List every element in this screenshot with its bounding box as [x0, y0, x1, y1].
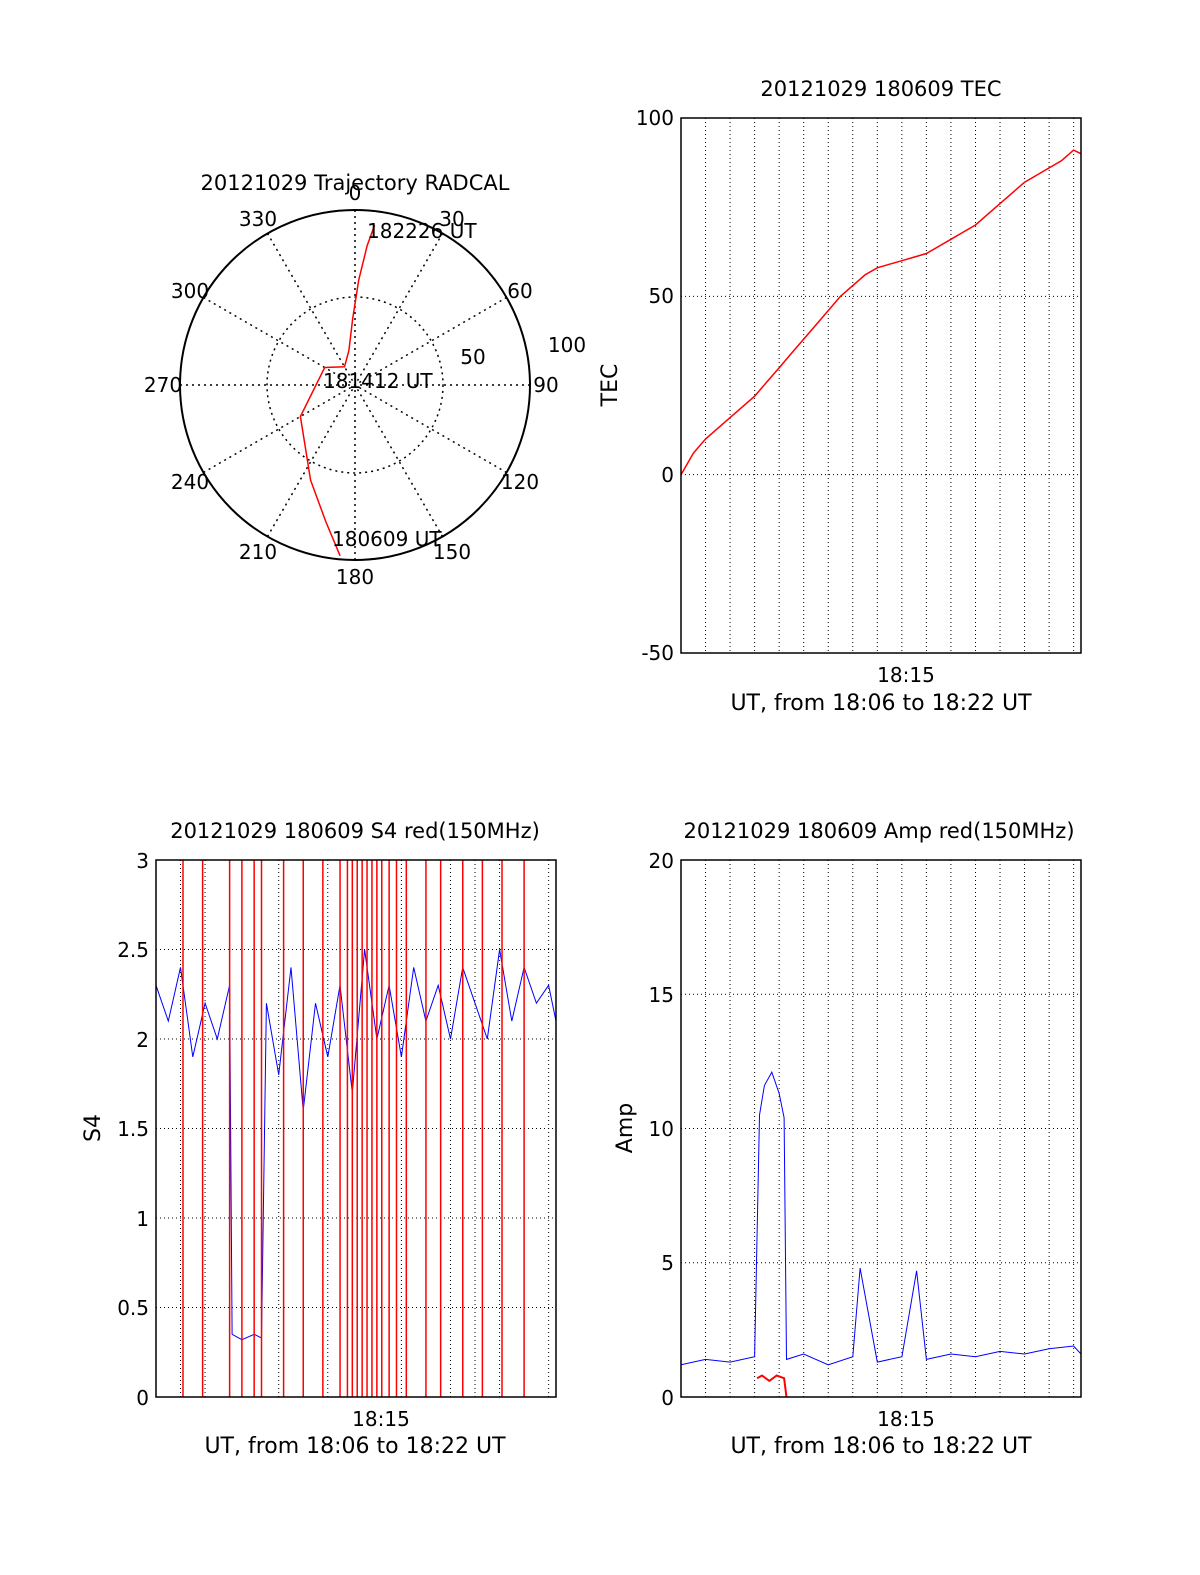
- polar-angle-label-120: 120: [501, 470, 539, 494]
- polar-angle-label-150: 150: [433, 540, 471, 564]
- polar-chart: 20121029 Trajectory RADCAL 0 30 60 90 12…: [144, 171, 586, 589]
- tec-grid: [681, 118, 1081, 653]
- amp-y-tick-label: 10: [649, 1117, 674, 1141]
- s4-x-tick-label: 18:15: [352, 1407, 410, 1431]
- amp-y-tick-label: 20: [649, 849, 674, 873]
- amp-x-tick-label: 18:15: [877, 1407, 935, 1431]
- amp-y-axis-label: Amp: [613, 1103, 638, 1153]
- polar-angle-label-0: 0: [349, 181, 362, 205]
- polar-angle-label-30: 30: [439, 207, 464, 231]
- amp-plot-frame: [680, 859, 1082, 1398]
- amp-y-tick-label: 15: [649, 983, 674, 1007]
- tec-chart-title: 20121029 180609 TEC: [760, 77, 1001, 101]
- polar-chart-title: 20121029 Trajectory RADCAL: [201, 171, 510, 195]
- polar-annotation-end: 182226 UT: [367, 219, 477, 243]
- s4-y-tick-label: 2.5: [117, 938, 149, 962]
- s4-y-tick-label: 1: [136, 1207, 149, 1231]
- polar-angle-label-60: 60: [507, 279, 532, 303]
- s4-y-axis-label: S4: [81, 1114, 106, 1142]
- tec-x-axis-label: UT, from 18:06 to 18:22 UT: [730, 691, 1032, 716]
- polar-angle-label-90: 90: [533, 373, 558, 397]
- s4-x-axis-label: UT, from 18:06 to 18:22 UT: [204, 1434, 506, 1459]
- s4-plot-frame: [155, 859, 557, 1398]
- s4-y-tick-label: 0: [136, 1386, 149, 1410]
- polar-angle-label-300: 300: [171, 279, 209, 303]
- polar-angle-label-270: 270: [144, 373, 182, 397]
- tec-chart: 20121029 180609 TEC -50 0 50 100 18:15 U…: [598, 77, 1082, 716]
- polar-angle-label-330: 330: [239, 207, 277, 231]
- s4-y-tick-label: 0.5: [117, 1296, 149, 1320]
- s4-y-tick-label: 1.5: [117, 1117, 149, 1141]
- tec-plot-frame: [680, 117, 1082, 654]
- polar-radial-label-50: 50: [460, 345, 485, 369]
- polar-spoke: [266, 233, 444, 537]
- tec-y-axis-label: TEC: [598, 364, 623, 408]
- polar-outer-circle: [179, 209, 531, 561]
- s4-chart-title: 20121029 180609 S4 red(150MHz): [170, 819, 540, 843]
- amp-series-blue-line: [680, 1070, 1082, 1366]
- s4-series-blue-line: [155, 949, 557, 1341]
- amp-x-axis-label: UT, from 18:06 to 18:22 UT: [730, 1434, 1032, 1459]
- tec-y-tick-label: 100: [636, 106, 674, 130]
- polar-annotation-mid: 181412 UT: [323, 369, 433, 393]
- amp-series-red-line: [756, 1374, 788, 1398]
- polar-inner-circle: [266, 296, 444, 474]
- s4-grid: [156, 860, 556, 1397]
- polar-angle-label-210: 210: [239, 540, 277, 564]
- polar-grid: [180, 210, 530, 560]
- polar-angle-label-180: 180: [336, 565, 374, 589]
- amp-chart-title: 20121029 180609 Amp red(150MHz): [683, 819, 1074, 843]
- s4-chart: 20121029 180609 S4 red(150MHz) 0 0.5 1 1…: [81, 819, 557, 1459]
- amp-y-tick-label: 5: [661, 1251, 674, 1275]
- polar-annotation-start: 180609 UT: [332, 527, 442, 551]
- tec-y-tick-label: -50: [641, 641, 674, 665]
- tec-y-tick-label: 0: [661, 463, 674, 487]
- s4-y-tick-label: 3: [136, 849, 149, 873]
- polar-angle-label-240: 240: [171, 470, 209, 494]
- amp-y-tick-label: 0: [661, 1386, 674, 1410]
- tec-y-tick-label: 50: [649, 284, 674, 308]
- amp-chart: 20121029 180609 Amp red(150MHz) 0 5 10 1…: [613, 819, 1082, 1459]
- tec-x-tick-label: 18:15: [877, 663, 935, 687]
- s4-series-red-spikes: [182, 860, 525, 1397]
- polar-trajectory-line: [299, 224, 376, 557]
- polar-radial-label-100: 100: [548, 333, 586, 357]
- s4-y-tick-label: 2: [136, 1028, 149, 1052]
- amp-grid: [681, 860, 1081, 1397]
- tec-series-line: [680, 149, 1082, 476]
